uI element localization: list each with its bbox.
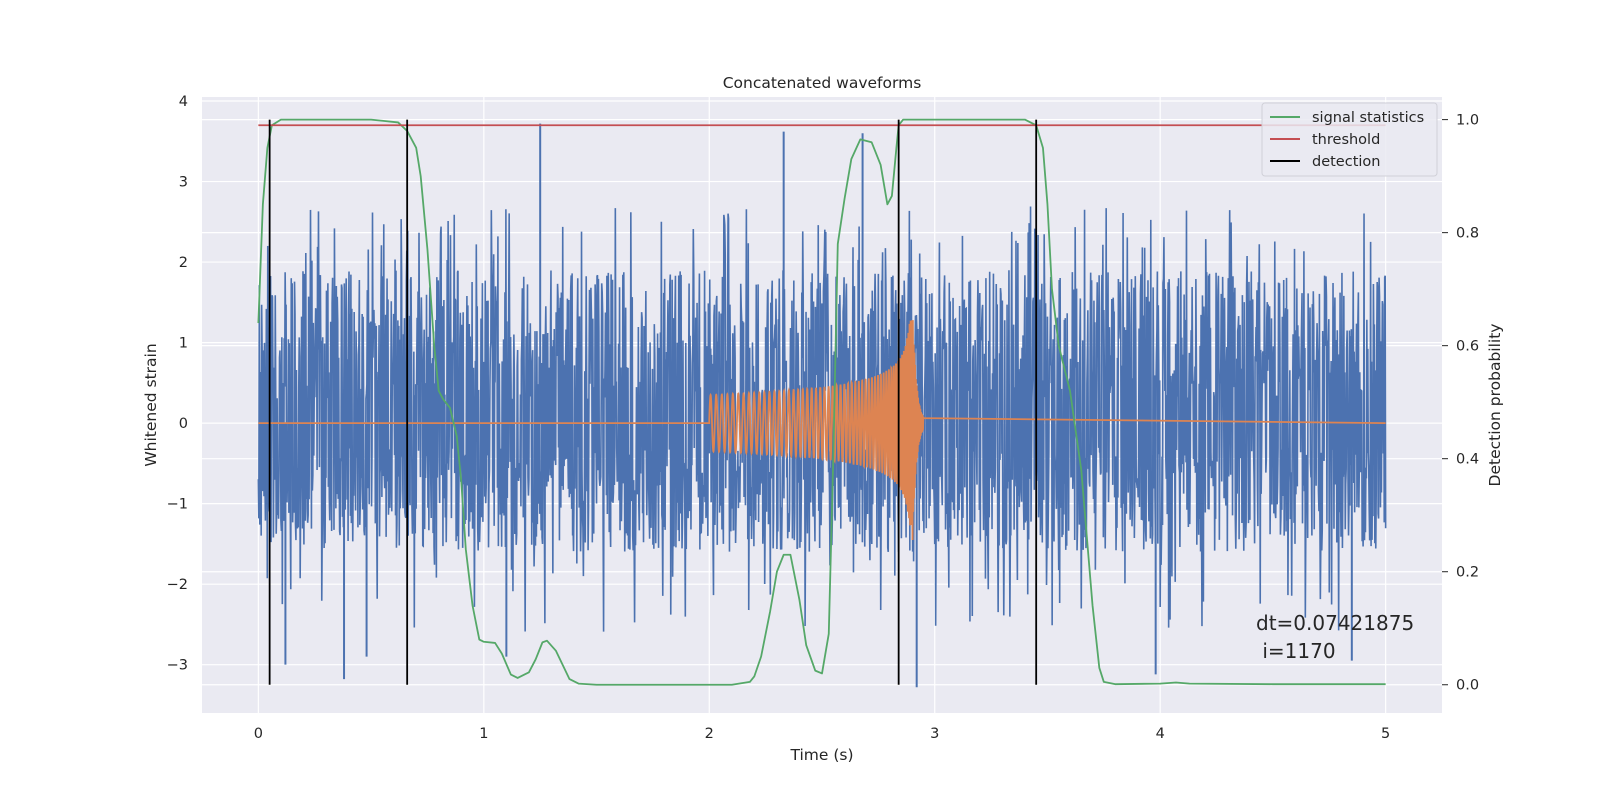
y-tick-label: 2: [179, 255, 188, 271]
y-tick-label: −2: [167, 577, 188, 593]
x-tick-label: 1: [479, 726, 488, 742]
y-right-tick-label: 0.6: [1456, 339, 1479, 355]
ticks: 0 1 2 3 4 5 −3 −2 −1 0 1 2 3 4 0.0 0.2 0.4 0.6 0.8 1.0: [167, 94, 1479, 742]
y-tick-label: 4: [179, 94, 188, 110]
x-tick-label: 2: [705, 726, 714, 742]
x-tick-label: 5: [1381, 726, 1390, 742]
legend-label-signal-statistics: signal statistics: [1312, 110, 1424, 126]
y-axis-label-right: Detection probability: [1486, 324, 1504, 487]
y-right-tick-label: 0.0: [1456, 678, 1479, 694]
y-tick-label: 3: [179, 175, 188, 191]
right-axis-layer: [257, 118, 1386, 686]
y-tick-label: −1: [167, 497, 188, 513]
x-tick-label: 4: [1156, 726, 1165, 742]
legend-label-detection: detection: [1312, 154, 1380, 170]
strain-line: [257, 206, 1387, 632]
x-tick-label: 3: [930, 726, 939, 742]
annotation-dt: dt=0.07421875: [1256, 611, 1414, 635]
legend-label-threshold: threshold: [1312, 132, 1380, 148]
y-right-tick-label: 0.4: [1456, 452, 1479, 468]
y-right-tick-label: 0.8: [1456, 226, 1479, 242]
x-tick-label: 0: [254, 726, 263, 742]
legend: signal statistics threshold detection: [1261, 102, 1438, 177]
legend-box: [1261, 102, 1438, 177]
y-axis-label: Whitened strain: [142, 343, 160, 466]
chart-title: Concatenated waveforms: [723, 74, 922, 92]
y-tick-label: 1: [179, 336, 188, 352]
chirp-line: [258, 320, 1386, 541]
y-tick-label: −3: [167, 658, 188, 674]
y-right-tick-label: 1.0: [1456, 113, 1479, 129]
annotation: dt=0.07421875 i=1170: [1256, 611, 1414, 663]
signal-statistics-line: [257, 118, 1386, 686]
x-axis-label: Time (s): [789, 746, 853, 764]
annotation-i: i=1170: [1256, 639, 1336, 663]
y-tick-label: 0: [179, 416, 188, 432]
y-right-tick-label: 0.2: [1456, 565, 1479, 581]
series-layer: [257, 123, 1387, 688]
